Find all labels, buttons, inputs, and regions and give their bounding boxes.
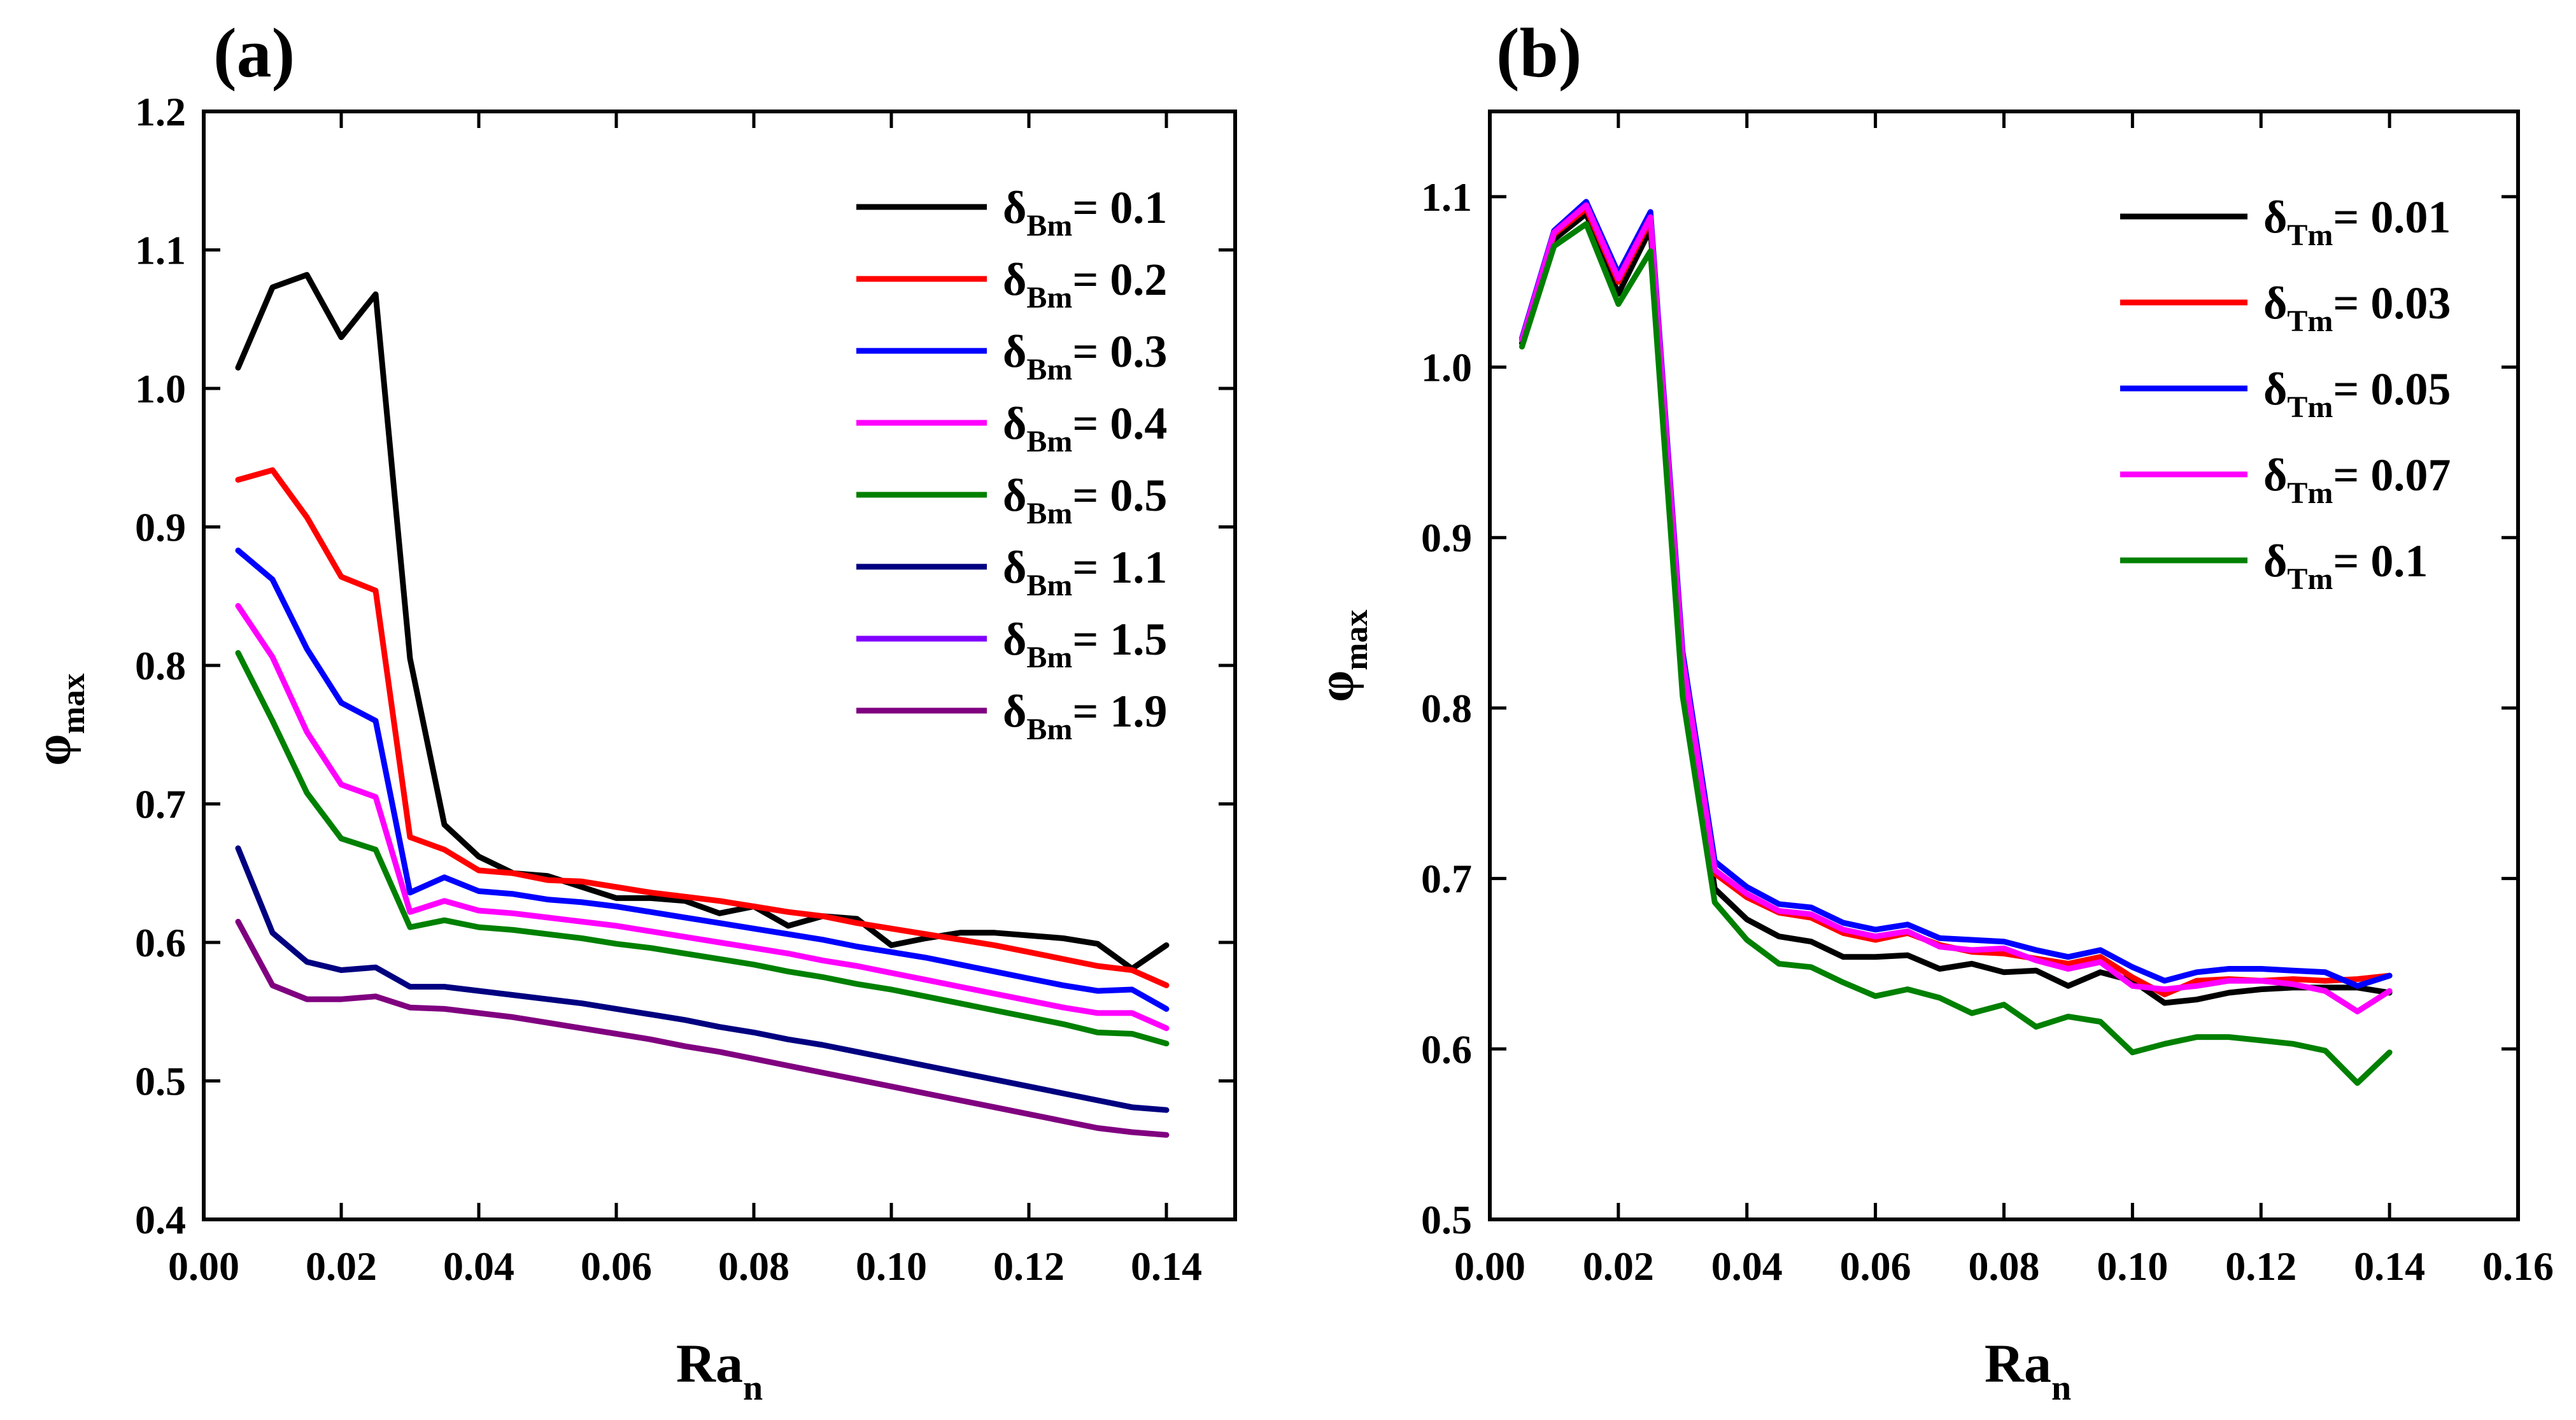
panel-b-y-axis-title-sub: max: [1338, 609, 1375, 670]
panel-a-y-tick-label: 0.6: [135, 920, 186, 965]
panel-b-x-axis-title-sub: n: [2051, 1368, 2071, 1408]
panel-b-legend-label-4: δTm= 0.1: [2263, 536, 2428, 596]
panel-a-x-axis-title-main: Ra: [676, 1333, 743, 1394]
panel-a-series-line-3: [235, 603, 1170, 1032]
panel-a-y-tick-label: 0.7: [135, 782, 186, 827]
panel-b-series-line-3: [1519, 202, 2393, 1014]
panel-b-series-line-0: [1519, 211, 2393, 1006]
panel-b-y-tick-label: 0.8: [1421, 686, 1472, 731]
panel-a-legend-label-5: δBm= 1.1: [1003, 542, 1167, 602]
panel-a-x-tick-label: 0.08: [718, 1244, 789, 1289]
panel-a-legend-label-0: δBm= 0.1: [1003, 182, 1167, 243]
panel-a-y-tick-label: 1.0: [135, 366, 186, 411]
panel-a-legend-label-3: δBm= 0.4: [1003, 398, 1167, 458]
panel-a-y-tick-label: 0.4: [135, 1197, 186, 1242]
panel-a-legend-label-6: δBm= 1.5: [1003, 614, 1167, 674]
panel-a-legend-label-7: δBm= 1.9: [1003, 686, 1167, 746]
panel-a-y-tick-label: 0.8: [135, 643, 186, 688]
panel-b: (b) φmax Ran 0.00 0.02 0.04 0.06 0.08 0.10 0.1…: [1308, 14, 2554, 1408]
panel-a-x-tick-label: 0.02: [306, 1244, 377, 1289]
panel-b-x-tick-label: 0.08: [1969, 1244, 2040, 1289]
panel-b-y-tick-label: 0.7: [1421, 856, 1472, 902]
panel-b-legend-label-2: δTm= 0.05: [2263, 364, 2451, 424]
panel-a-x-axis-title-sub: n: [743, 1368, 763, 1408]
panel-b-x-tick-label: 0.16: [2482, 1244, 2554, 1289]
panel-b-x-tick-label: 0.14: [2354, 1244, 2425, 1289]
panel-a-y-axis-title-main: φ: [25, 734, 81, 766]
panel-b-series-line-4: [1519, 221, 2393, 1086]
panel-b-x-tick-label: 0.04: [1711, 1244, 1783, 1289]
panel-a-y-tick-label: 0.9: [135, 505, 186, 550]
panel-a-x-axis-title: Ran: [676, 1333, 763, 1408]
panel-a-x-tick-label: 0.12: [993, 1244, 1065, 1289]
panel-b-series-line-2: [1519, 199, 2393, 989]
panel-a-y-tick-label: 0.5: [135, 1059, 186, 1104]
panel-b-label: (b): [1496, 14, 1582, 92]
panel-a-series-line-7: [235, 918, 1170, 1138]
panel-b-legend-label-1: δTm= 0.03: [2263, 278, 2451, 338]
panel-b-x-tick-label: 0.10: [2097, 1244, 2168, 1289]
panel-b-y-tick-label: 0.9: [1421, 515, 1472, 560]
panel-a-y-tick-label: 1.2: [135, 89, 186, 134]
panel-b-x-axis-title: Ran: [1985, 1333, 2071, 1408]
panel-b-y-tick-label: 0.5: [1421, 1197, 1472, 1242]
panel-a-label: (a): [213, 14, 295, 92]
panel-b-x-tick-label: 0.00: [1454, 1244, 1525, 1289]
panel-a-y-axis-title: φmax: [25, 673, 92, 765]
panel-b-y-axis-title: φmax: [1308, 609, 1375, 702]
panel-a-legend-label-4: δBm= 0.5: [1003, 470, 1167, 530]
panel-a-series-line-2: [235, 548, 1170, 1012]
panel-b-x-tick-label: 0.02: [1583, 1244, 1654, 1289]
panel-b-x-tick-label: 0.06: [1840, 1244, 1911, 1289]
panel-b-plot-area: 0.00 0.02 0.04 0.06 0.08 0.10 0.12 0.14 0.16 0.5 0…: [1421, 110, 2554, 1289]
panel-a-x-tick-label: 0.04: [443, 1244, 514, 1289]
panel-a: (a) φmax Ran 0.00 0.02 0.04 0.06 0.08 0.10 0.1…: [25, 14, 1237, 1408]
panel-a-series-line-4: [235, 650, 1170, 1047]
panel-a-x-tick-label: 0.14: [1131, 1244, 1202, 1289]
panel-a-x-tick-label: 0.06: [581, 1244, 652, 1289]
panel-a-legend: δBm= 0.1 δBm= 0.2 δBm= 0.3 δBm= 0.4 δBm= 0.5…: [856, 182, 1167, 746]
panel-b-y-tick-label: 1.1: [1421, 174, 1472, 220]
panel-b-x-tick-label: 0.12: [2225, 1244, 2296, 1289]
panel-a-legend-label-1: δBm= 0.2: [1003, 254, 1167, 315]
panel-a-series-line-1: [235, 467, 1170, 988]
panel-a-y-tick-label: 1.1: [135, 228, 186, 273]
panel-a-x-tick-label: 0.10: [856, 1244, 927, 1289]
panel-a-series-line-5: [235, 845, 1170, 1113]
panel-b-series-line-1: [1519, 206, 2393, 998]
panel-a-y-axis-title-sub: max: [55, 673, 92, 734]
panel-b-y-axis-title-main: φ: [1308, 671, 1364, 702]
panel-b-legend-label-0: δTm= 0.01: [2263, 192, 2451, 252]
panel-b-y-tick-label: 0.6: [1421, 1026, 1472, 1072]
panel-b-x-axis-title-main: Ra: [1985, 1333, 2051, 1394]
panel-b-y-tick-label: 1.0: [1421, 345, 1472, 390]
panel-a-series-line-0: [235, 272, 1170, 972]
panel-a-plot-area: 0.00 0.02 0.04 0.06 0.08 0.10 0.12 0.14 0.4 0.5 0.…: [135, 89, 1237, 1289]
panel-a-x-tick-label: 0.00: [168, 1244, 239, 1289]
panel-b-legend: δTm= 0.01 δTm= 0.03 δTm= 0.05 δTm= 0.07 δTm=…: [2120, 192, 2451, 596]
panel-a-legend-label-2: δBm= 0.3: [1003, 326, 1167, 387]
panel-b-legend-label-3: δTm= 0.07: [2263, 450, 2451, 510]
